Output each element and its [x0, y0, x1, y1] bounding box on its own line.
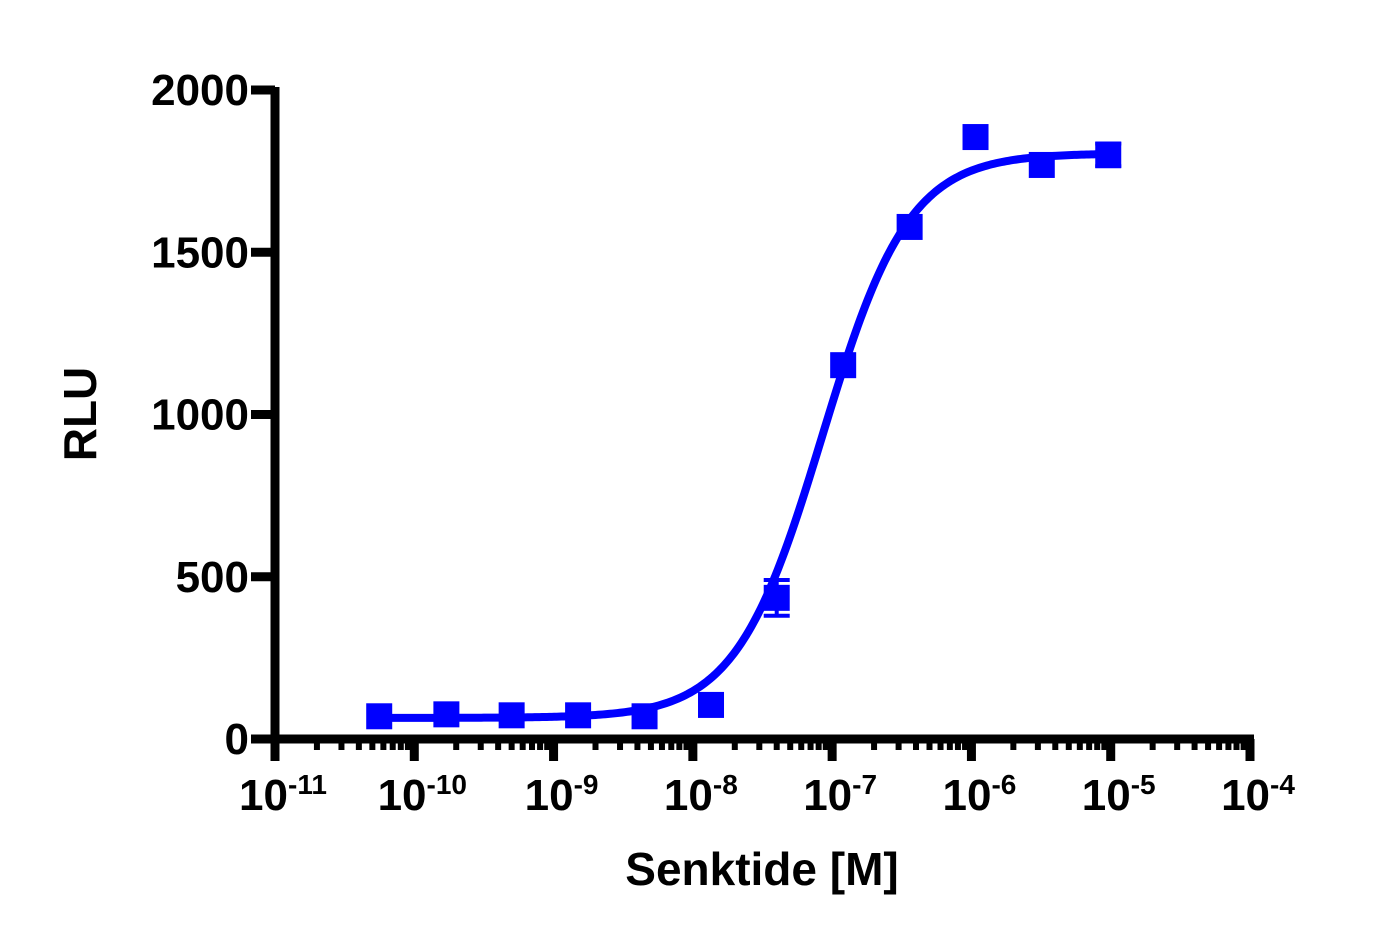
data-point-square	[498, 702, 525, 729]
x-tick-label: 10-7	[803, 769, 877, 820]
x-tick-label: 10-4	[1221, 769, 1295, 820]
data-point-square	[763, 584, 790, 611]
data-point-square	[896, 213, 923, 240]
sigmoid-fit-line	[375, 150, 1113, 722]
y-tick-label: 2000	[151, 66, 249, 115]
data-points	[366, 124, 1122, 730]
x-tick-label: 10-5	[1082, 769, 1156, 820]
data-point-square	[565, 702, 592, 729]
y-tick-label: 500	[176, 553, 249, 602]
data-point-square	[1028, 151, 1055, 178]
x-tick-label: 10-11	[239, 769, 327, 820]
data-point-square	[631, 703, 658, 730]
axis-labels: 0 500 1000 1500 2000 10-11 10-10 10-9 10-8 10-7 10…	[151, 66, 1295, 820]
x-tick-label: 10-8	[664, 769, 738, 820]
data-point-square	[1095, 141, 1122, 168]
y-tick-label: 1000	[151, 391, 249, 440]
data-point-square	[366, 703, 393, 730]
data-point-square	[433, 701, 460, 728]
data-point-square	[962, 124, 989, 151]
axes	[251, 85, 1255, 761]
x-tick-label: 10-10	[378, 769, 467, 820]
fit-curve	[375, 150, 1113, 722]
y-axis-title: RLU	[54, 367, 106, 462]
data-point-square	[698, 691, 725, 718]
y-tick-label: 0	[225, 715, 249, 764]
x-tick-label: 10-9	[525, 769, 599, 820]
x-axis-title: Senktide [M]	[625, 843, 898, 895]
x-tick-label: 10-6	[942, 769, 1016, 820]
y-tick-label: 1500	[151, 228, 249, 277]
data-point-square	[830, 352, 857, 379]
